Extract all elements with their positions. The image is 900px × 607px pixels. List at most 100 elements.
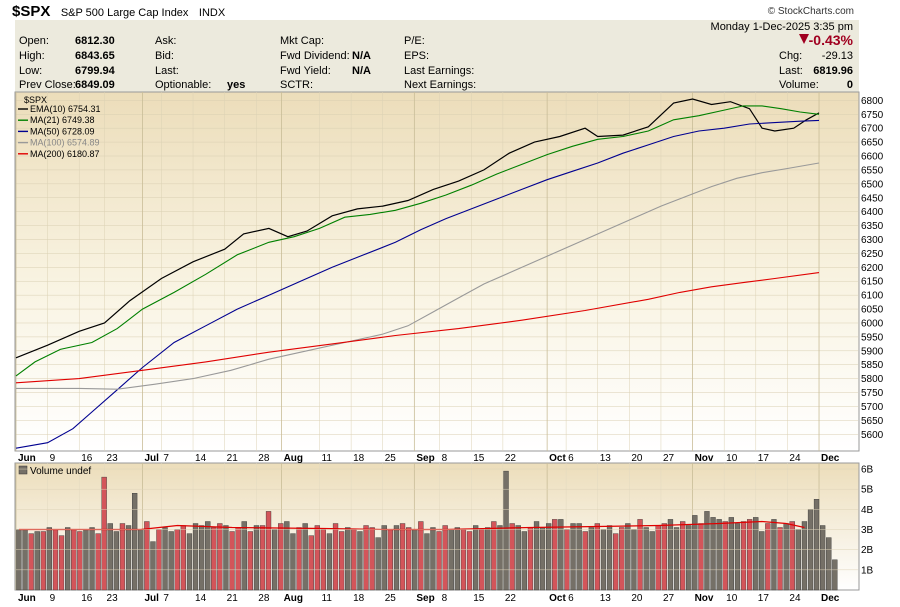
high-label: High: [19, 50, 45, 62]
volume-bar [363, 525, 369, 591]
price-tick-label: 5850 [861, 360, 884, 371]
price-tick-label: 6550 [861, 165, 884, 176]
volume-label: Volume: [779, 79, 819, 91]
volume-bar [619, 527, 625, 591]
volume-bar [399, 523, 406, 591]
ask-label: Ask: [155, 35, 177, 47]
price-tick-label: 6450 [861, 193, 884, 204]
volume-bar [156, 529, 162, 591]
eps-label: EPS: [404, 50, 430, 62]
x-tick-label: 20 [631, 453, 643, 464]
volume-bar [229, 531, 235, 591]
optionable-label: Optionable: [155, 79, 212, 91]
price-tick-label: 6000 [861, 318, 884, 329]
volume-bar [351, 529, 357, 591]
x-tick-label: Jun [18, 453, 36, 464]
open-value: 6812.30 [75, 35, 115, 47]
volume-bar [576, 523, 582, 591]
volume-bar [302, 523, 308, 591]
prev-close-label: Prev Close: [19, 79, 76, 91]
volume-bar [326, 533, 333, 591]
volume-bar [28, 533, 34, 591]
last-price-value: 6819.96 [813, 65, 853, 77]
sctr-label: SCTR: [280, 79, 313, 91]
mkt-cap-label: Mkt Cap: [280, 35, 325, 47]
x-tick-label: 18 [353, 453, 365, 464]
volume-bar [150, 541, 156, 591]
security-name: S&P 500 Large Cap Index [60, 7, 189, 19]
chg-value: -29.13 [821, 50, 853, 62]
volume-x-tick-label: 23 [107, 593, 119, 604]
series-line-ma200 [15, 272, 820, 384]
volume-bar [826, 537, 832, 591]
volume-bar [272, 529, 278, 591]
series-line-ma100 [16, 162, 820, 390]
volume-x-tick-label: 21 [227, 593, 239, 604]
volume-bar [369, 527, 375, 591]
volume-ma-line [19, 520, 805, 531]
price-tick-label: 6750 [861, 110, 884, 121]
volume-bar [393, 525, 400, 591]
price-tick-label: 6500 [861, 179, 884, 190]
volume-x-tick-label: Jul [144, 593, 159, 604]
volume-x-tick-label: 15 [473, 593, 485, 604]
price-tick-label: 5650 [861, 416, 884, 427]
volume-x-tick-label: Aug [284, 593, 303, 604]
volume-bar [570, 523, 576, 591]
volume-bar [613, 533, 619, 591]
volume-bar [832, 559, 838, 591]
volume-bar [716, 519, 722, 591]
volume-bar [131, 493, 138, 591]
x-tick-label: 8 [442, 453, 448, 464]
x-tick-label: 14 [195, 453, 207, 464]
volume-x-tick-label: 11 [322, 593, 333, 604]
volume-x-tick-label: Oct [549, 593, 566, 604]
volume-bar [454, 527, 460, 591]
volume-bar [64, 527, 71, 591]
quote-panel: Monday 1-Dec-2025 3:35 pm -0.43% Open: 6… [15, 20, 859, 92]
volume-bar [747, 519, 753, 591]
volume-bar [290, 533, 296, 591]
volume-bar [259, 525, 266, 591]
volume-bar [174, 529, 180, 591]
volume-bar [241, 521, 247, 591]
volume-bar [759, 531, 765, 591]
volume-bar [692, 515, 698, 591]
volume-tick-label: 2B [861, 545, 874, 556]
volume-value: 0 [846, 79, 853, 91]
x-tick-label: 17 [758, 453, 770, 464]
volume-title: Volume undef [30, 466, 91, 477]
credit[interactable]: © StockCharts.com [767, 6, 854, 17]
volume-x-tick-label: 14 [195, 593, 207, 604]
fwd-dividend-label: Fwd Dividend: [280, 50, 350, 62]
volume-x-tick-label: 13 [600, 593, 612, 604]
volume-bar [16, 529, 22, 591]
volume-bar [820, 525, 826, 591]
volume-bar [308, 535, 314, 591]
low-label: Low: [19, 65, 43, 77]
volume-bar [680, 521, 686, 591]
volume-x-tick-label: Dec [821, 593, 840, 604]
volume-bar [77, 531, 83, 591]
volume-x-tick-label: Nov [695, 593, 714, 604]
x-tick-label: 21 [227, 453, 239, 464]
volume-bar [728, 517, 734, 591]
volume-x-tick-label: 18 [353, 593, 365, 604]
volume-bar [375, 537, 381, 591]
volume-bar [71, 529, 77, 591]
volume-bar [223, 525, 229, 591]
volume-bar [162, 527, 168, 591]
change-percent: -0.43% [808, 32, 853, 48]
volume-x-tick-label: 28 [258, 593, 270, 604]
volume-bar [332, 523, 339, 591]
series-line-ema10 [15, 98, 820, 359]
last-label: Last: [155, 65, 179, 77]
price-tick-label: 5800 [861, 374, 884, 385]
volume-bar [168, 531, 174, 591]
volume-bar [582, 531, 588, 591]
volume-legend-swatch [18, 465, 28, 475]
volume-bar [101, 476, 107, 591]
volume-bar [265, 511, 272, 591]
volume-bar [533, 521, 540, 591]
